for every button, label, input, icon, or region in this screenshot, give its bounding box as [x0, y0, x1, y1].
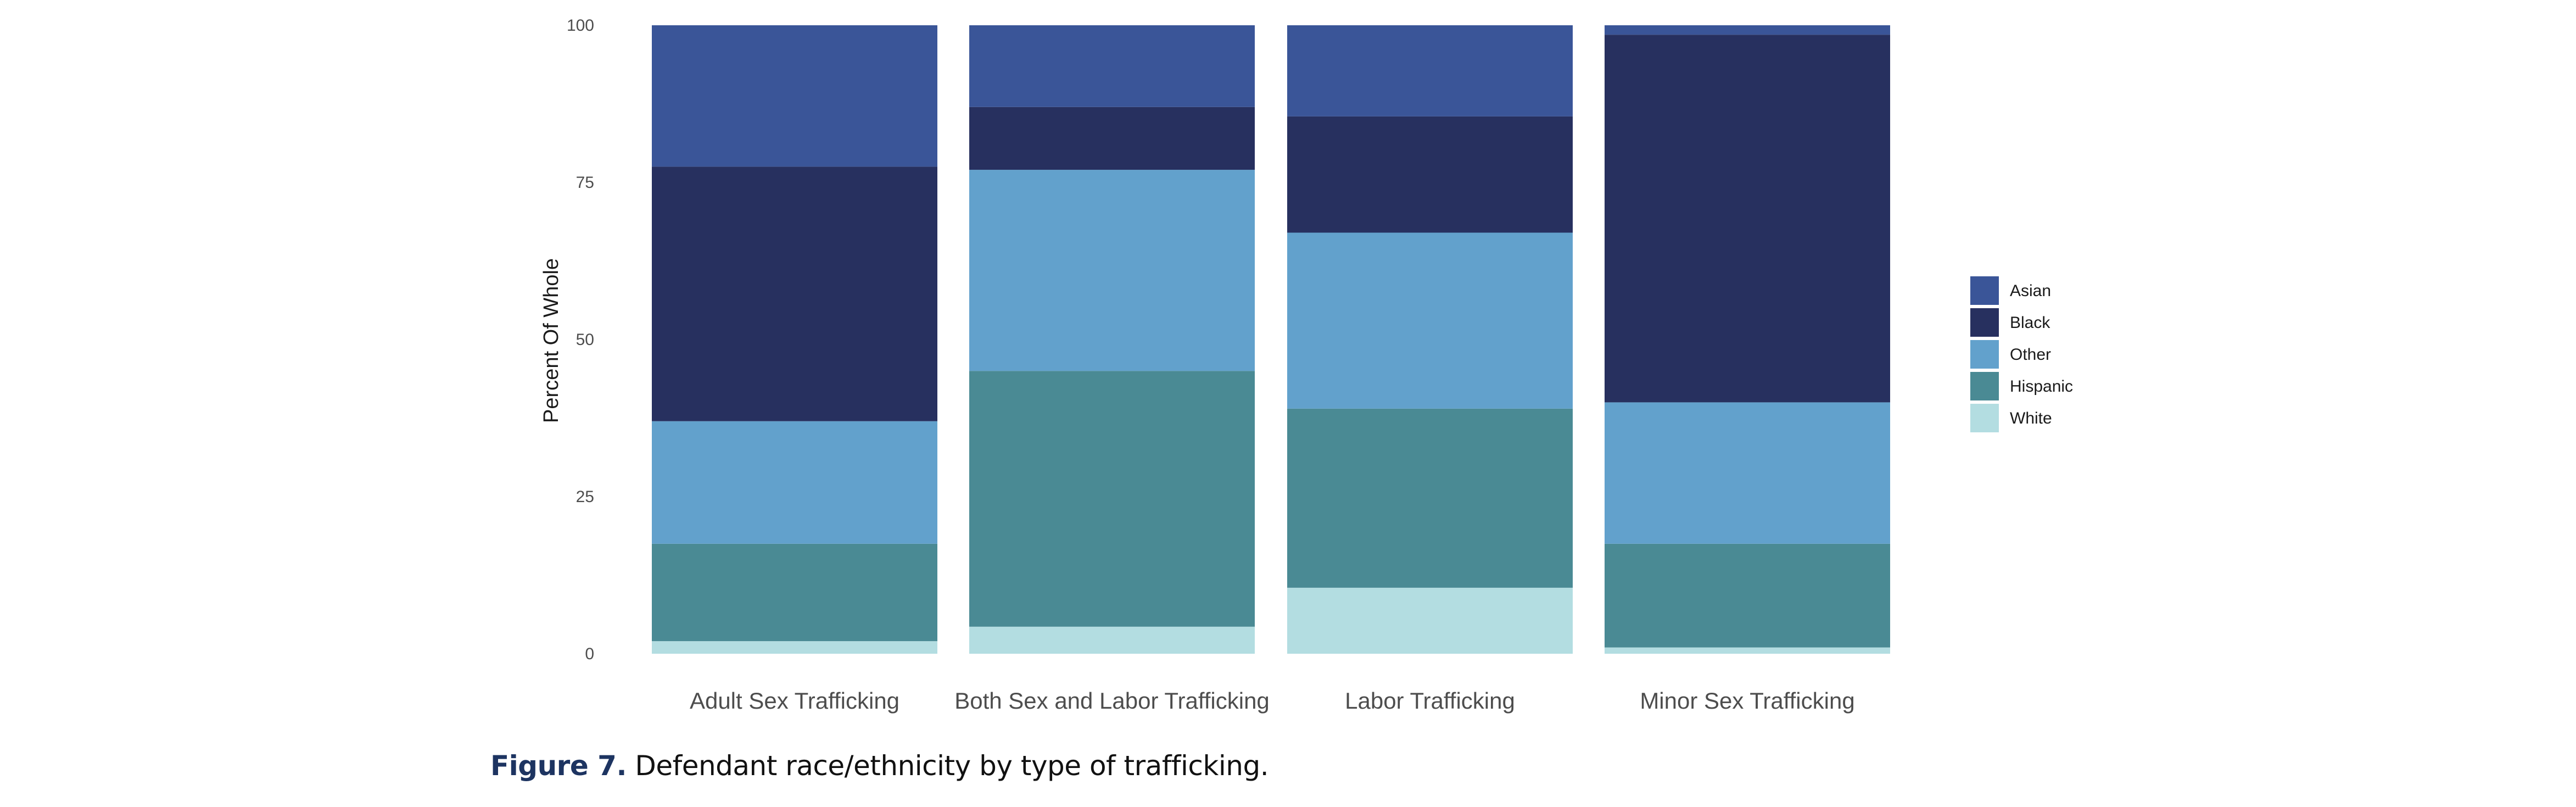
x-tick-label-both-sex-and-labor-trafficking: Both Sex and Labor Trafficking [954, 688, 1270, 714]
y-tick-label-50: 50 [576, 331, 594, 349]
figure-caption: Figure 7. Defendant race/ethnicity by ty… [490, 750, 1269, 782]
x-tick-label-minor-sex-trafficking: Minor Sex Trafficking [1640, 688, 1854, 714]
legend-swatch-asian [1970, 276, 1999, 305]
bar-group-minor-sex-trafficking [1605, 25, 1890, 654]
y-tick-label-25: 25 [576, 488, 594, 506]
bar-group-adult-sex-trafficking [652, 25, 937, 654]
x-axis-ticks: Adult Sex Trafficking Both Sex and Labor … [690, 688, 1855, 714]
legend-item-other: Other [1970, 340, 2051, 369]
y-axis-ticks: 0 25 50 75 100 [567, 16, 594, 663]
bar-segment-minor-sex-trafficking-white [1605, 647, 1890, 654]
bars-layer [652, 25, 1890, 654]
legend-item-hispanic: Hispanic [1970, 372, 2073, 400]
bar-group-both-sex-and-labor-trafficking [969, 25, 1255, 654]
legend-label-other: Other [2010, 346, 2051, 364]
bar-segment-minor-sex-trafficking-black [1605, 35, 1890, 403]
bar-segment-labor-trafficking-other [1287, 232, 1573, 409]
bar-group-labor-trafficking [1287, 25, 1573, 654]
legend-item-black: Black [1970, 308, 2050, 337]
legend-swatch-other [1970, 340, 1999, 369]
x-tick-label-labor-trafficking: Labor Trafficking [1345, 688, 1515, 714]
bar-segment-adult-sex-trafficking-hispanic [652, 543, 937, 642]
bar-segment-labor-trafficking-black [1287, 116, 1573, 233]
y-tick-label-100: 100 [567, 16, 594, 35]
legend-item-asian: Asian [1970, 276, 2051, 305]
legend-label-black: Black [2010, 314, 2050, 332]
legend-label-asian: Asian [2010, 282, 2051, 300]
bar-segment-adult-sex-trafficking-black [652, 166, 937, 421]
figure-number: Figure 7. [490, 750, 627, 782]
bar-segment-both-sex-and-labor-trafficking-asian [969, 25, 1255, 107]
bar-segment-minor-sex-trafficking-asian [1605, 25, 1890, 35]
legend-label-white: White [2010, 409, 2052, 427]
legend-swatch-black [1970, 308, 1999, 337]
bar-segment-both-sex-and-labor-trafficking-black [969, 107, 1255, 170]
legend-swatch-white [1970, 404, 1999, 432]
y-axis-title: Percent Of Whole [540, 258, 563, 423]
bar-segment-labor-trafficking-white [1287, 587, 1573, 654]
x-tick-label-adult-sex-trafficking: Adult Sex Trafficking [690, 688, 899, 714]
bar-segment-both-sex-and-labor-trafficking-other [969, 170, 1255, 371]
legend-label-hispanic: Hispanic [2010, 377, 2073, 396]
bar-segment-minor-sex-trafficking-other [1605, 402, 1890, 544]
caption-text: Defendant race/ethnicity by type of traf… [626, 750, 1269, 782]
y-tick-label-0: 0 [585, 645, 594, 663]
bar-segment-adult-sex-trafficking-other [652, 421, 937, 544]
bar-segment-both-sex-and-labor-trafficking-hispanic [969, 371, 1255, 627]
bar-segment-labor-trafficking-hispanic [1287, 408, 1573, 588]
bar-segment-adult-sex-trafficking-asian [652, 25, 937, 167]
legend-item-white: White [1970, 404, 2052, 432]
bar-segment-minor-sex-trafficking-hispanic [1605, 543, 1890, 648]
bar-segment-both-sex-and-labor-trafficking-white [969, 626, 1255, 654]
bar-segment-labor-trafficking-asian [1287, 25, 1573, 116]
bar-segment-adult-sex-trafficking-white [652, 641, 937, 654]
legend: Asian Black Other Hispanic White [1970, 276, 2073, 432]
legend-swatch-hispanic [1970, 372, 1999, 400]
y-tick-label-75: 75 [576, 174, 594, 192]
